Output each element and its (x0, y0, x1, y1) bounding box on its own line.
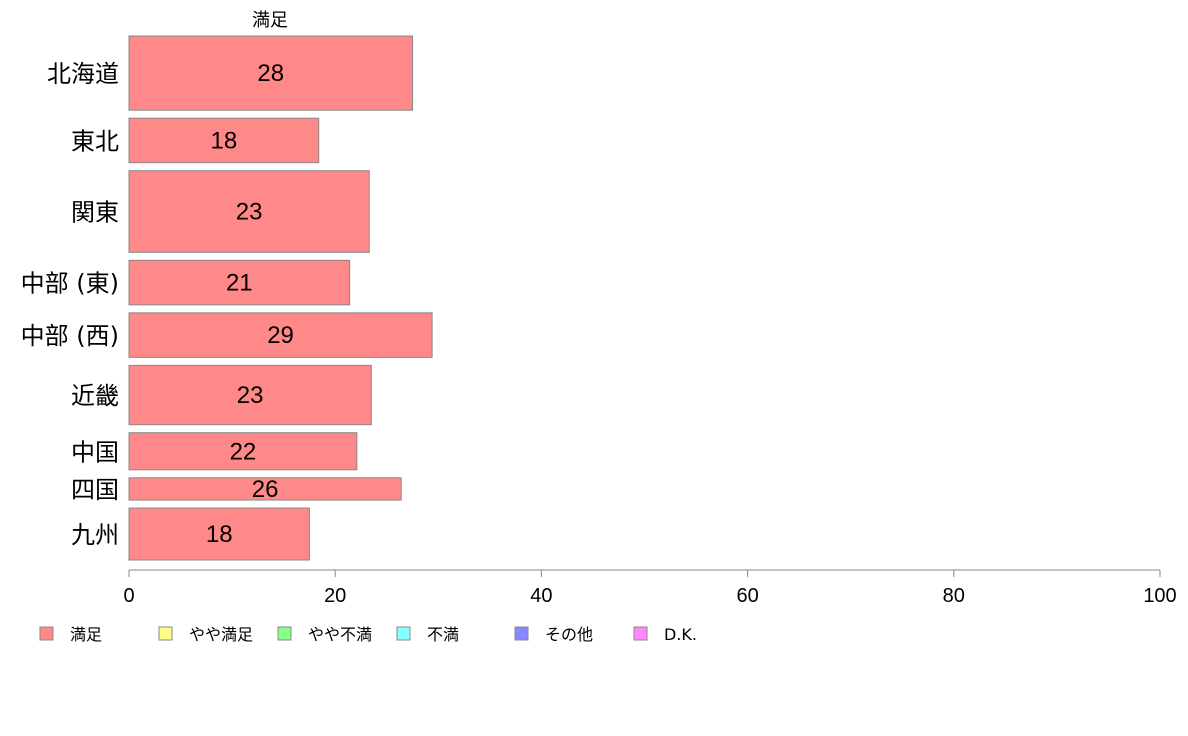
bar-segment (128, 507, 310, 561)
legend-swatch (158, 626, 173, 641)
x-tick-label: 40 (530, 585, 552, 607)
x-axis: 0 20 40 60 80 100 (123, 569, 1177, 607)
legend-label: やや不満 (308, 625, 372, 644)
bar-value-label: 23 (237, 382, 264, 409)
bar-segment (128, 35, 414, 111)
legend: 満足 やや満足 やや不満 不満 その他 D.K. (39, 625, 697, 644)
legend-swatch (396, 626, 411, 641)
category-label: 近畿 (71, 382, 119, 410)
bar-segment (128, 312, 433, 358)
category-label: 四国 (71, 476, 119, 504)
legend-label: やや満足 (189, 625, 253, 644)
category-label: 東北 (71, 127, 119, 155)
category-label: 北海道 (47, 60, 119, 88)
bar-value-label: 26 (252, 476, 279, 503)
bar-segment (128, 259, 351, 306)
legend-swatch (277, 626, 292, 641)
bar-value-label: 18 (206, 521, 233, 548)
bar-value-label: 22 (230, 438, 257, 465)
category-label: 中国 (71, 438, 119, 466)
bar-value-label: 28 (257, 60, 284, 87)
bars-group: 北海道 28 東北 18 関東 23 中部 (東) 21 中部 (西) 29 近畿 23 中国 22 四国 2… (21, 35, 433, 561)
legend-label: 満足 (70, 625, 102, 644)
bar-value-label: 29 (267, 322, 294, 349)
bar-value-label: 18 (211, 127, 238, 154)
category-label: 中部 (東) (21, 270, 119, 298)
x-tick-label: 100 (1143, 585, 1176, 607)
column-title: 満足 (252, 10, 288, 31)
bar-segment (128, 117, 320, 164)
legend-label: その他 (545, 625, 593, 644)
bar-segment (128, 477, 402, 501)
legend-swatch (633, 626, 648, 641)
bar-segment (128, 170, 370, 253)
bar-segment (128, 364, 372, 426)
category-label: 中部 (西) (21, 322, 119, 350)
legend-swatch (514, 626, 529, 641)
legend-label: D.K. (664, 625, 697, 644)
legend-label: 不満 (427, 625, 459, 644)
bar-value-label: 23 (236, 199, 263, 226)
x-tick-label: 20 (324, 585, 346, 607)
bar-value-label: 21 (226, 270, 253, 297)
bar-segment (128, 432, 358, 471)
x-tick-label: 0 (123, 585, 134, 607)
x-tick-label: 60 (736, 585, 758, 607)
legend-swatch (39, 626, 54, 641)
category-label: 九州 (71, 521, 119, 549)
category-label: 関東 (71, 199, 119, 227)
x-tick-label: 80 (943, 585, 965, 607)
